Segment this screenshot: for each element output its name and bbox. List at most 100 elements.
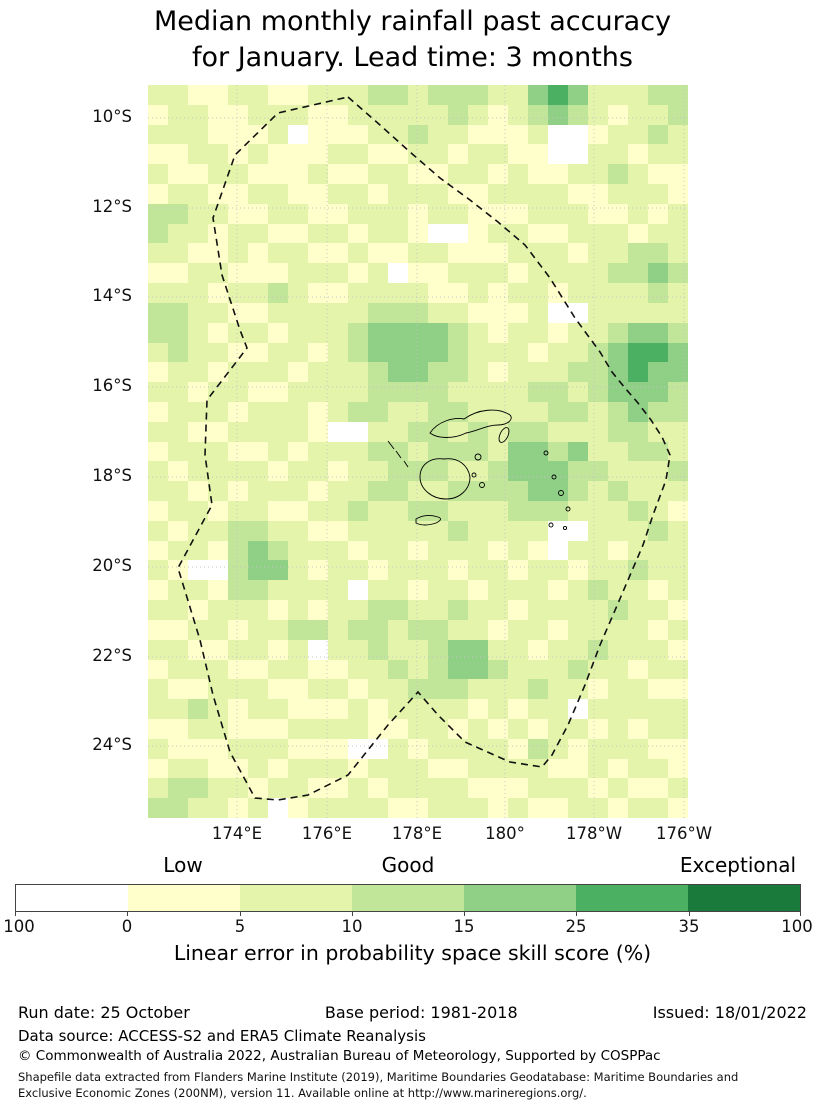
heatmap-cell <box>248 342 268 363</box>
heatmap-cell <box>568 85 588 105</box>
heatmap-cell <box>328 203 348 224</box>
heatmap-cell <box>308 639 328 660</box>
heatmap-cell <box>308 778 328 799</box>
heatmap-cell <box>408 699 428 719</box>
heatmap-cell <box>608 679 628 700</box>
heatmap-cell <box>468 421 488 442</box>
heatmap-cell <box>568 302 588 323</box>
heatmap-cell <box>408 263 428 284</box>
heatmap-cell <box>348 481 368 502</box>
heatmap-cell <box>588 223 608 244</box>
heatmap-cell <box>668 362 688 383</box>
heatmap-cell <box>388 203 408 224</box>
heatmap-cell <box>508 501 528 521</box>
heatmap-cell <box>148 342 168 363</box>
colorbar-segment <box>464 885 576 911</box>
heatmap-cell <box>388 263 408 284</box>
heatmap-cell <box>348 302 368 323</box>
heatmap-cell <box>668 124 688 145</box>
heatmap-cell <box>188 619 208 640</box>
heatmap-cell <box>648 243 668 264</box>
heatmap-cell <box>228 184 248 204</box>
heatmap-cell <box>288 520 308 541</box>
heatmap-cell <box>228 758 248 779</box>
heatmap-cell <box>268 362 288 383</box>
heatmap-cell <box>348 639 368 660</box>
heatmap-cell <box>508 203 528 224</box>
heatmap-cell <box>288 164 308 185</box>
heatmap-cell <box>648 619 668 640</box>
heatmap-cell <box>628 203 648 224</box>
heatmap-cell <box>228 401 248 422</box>
heatmap-cell <box>148 738 168 759</box>
heatmap-cell <box>288 85 308 105</box>
heatmap-grid <box>148 85 688 818</box>
heatmap-cell <box>288 798 308 818</box>
colorbar-tick: 10 <box>341 917 363 936</box>
heatmap-cell <box>308 302 328 323</box>
heatmap-cell <box>288 401 308 422</box>
heatmap-cell <box>228 263 248 284</box>
heatmap-cell <box>428 540 448 561</box>
heatmap-cell <box>508 461 528 482</box>
heatmap-cell <box>248 203 268 224</box>
heatmap-cell <box>308 421 328 442</box>
heatmap-cell <box>408 302 428 323</box>
heatmap-cell <box>368 203 388 224</box>
heatmap-cell <box>308 164 328 185</box>
heatmap-cell <box>648 520 668 541</box>
heatmap-cell <box>188 302 208 323</box>
heatmap-cell <box>548 243 568 264</box>
heatmap-cell <box>188 203 208 224</box>
heatmap-cell <box>188 144 208 165</box>
heatmap-cell <box>448 679 468 700</box>
heatmap-cell <box>148 679 168 700</box>
heatmap-cell <box>488 619 508 640</box>
heatmap-cell <box>248 679 268 700</box>
heatmap-cell <box>508 184 528 204</box>
heatmap-cell <box>508 243 528 264</box>
heatmap-cell <box>588 362 608 383</box>
colorbar-segment <box>16 885 128 911</box>
heatmap-cell <box>268 401 288 422</box>
heatmap-cell <box>468 243 488 264</box>
heatmap-cell <box>528 322 548 343</box>
heatmap-cell <box>528 223 548 244</box>
heatmap-cell <box>268 619 288 640</box>
heatmap-cell <box>328 144 348 165</box>
heatmap-cell <box>468 718 488 739</box>
heatmap-cell <box>168 758 188 779</box>
gridlines <box>148 85 688 818</box>
heatmap-cell <box>148 203 168 224</box>
heatmap-cell <box>668 520 688 541</box>
heatmap-cell <box>368 699 388 719</box>
heatmap-cell <box>288 501 308 521</box>
heatmap-cell <box>188 184 208 204</box>
heatmap-cell <box>308 758 328 779</box>
heatmap-cell <box>248 659 268 680</box>
heatmap-cell <box>228 203 248 224</box>
heatmap-cell <box>488 302 508 323</box>
heatmap-cell <box>628 223 648 244</box>
heatmap-cell <box>268 164 288 185</box>
heatmap-cell <box>308 461 328 482</box>
heatmap-cell <box>668 401 688 422</box>
heatmap-cell <box>608 600 628 620</box>
heatmap-cell <box>208 124 228 145</box>
heatmap-cell <box>588 203 608 224</box>
heatmap-cell <box>348 540 368 561</box>
heatmap-cell <box>628 718 648 739</box>
heatmap-cell <box>488 580 508 601</box>
heatmap-cell <box>548 639 568 660</box>
heatmap-cell <box>468 580 488 601</box>
heatmap-cell <box>628 421 648 442</box>
heatmap-cell <box>368 302 388 323</box>
heatmap-cell <box>248 699 268 719</box>
heatmap-cell <box>448 600 468 620</box>
heatmap-cell <box>168 184 188 204</box>
heatmap-cell <box>528 164 548 185</box>
heatmap-cell <box>448 203 468 224</box>
heatmap-cell <box>648 639 668 660</box>
heatmap-cell <box>668 461 688 482</box>
heatmap-cell <box>428 124 448 145</box>
